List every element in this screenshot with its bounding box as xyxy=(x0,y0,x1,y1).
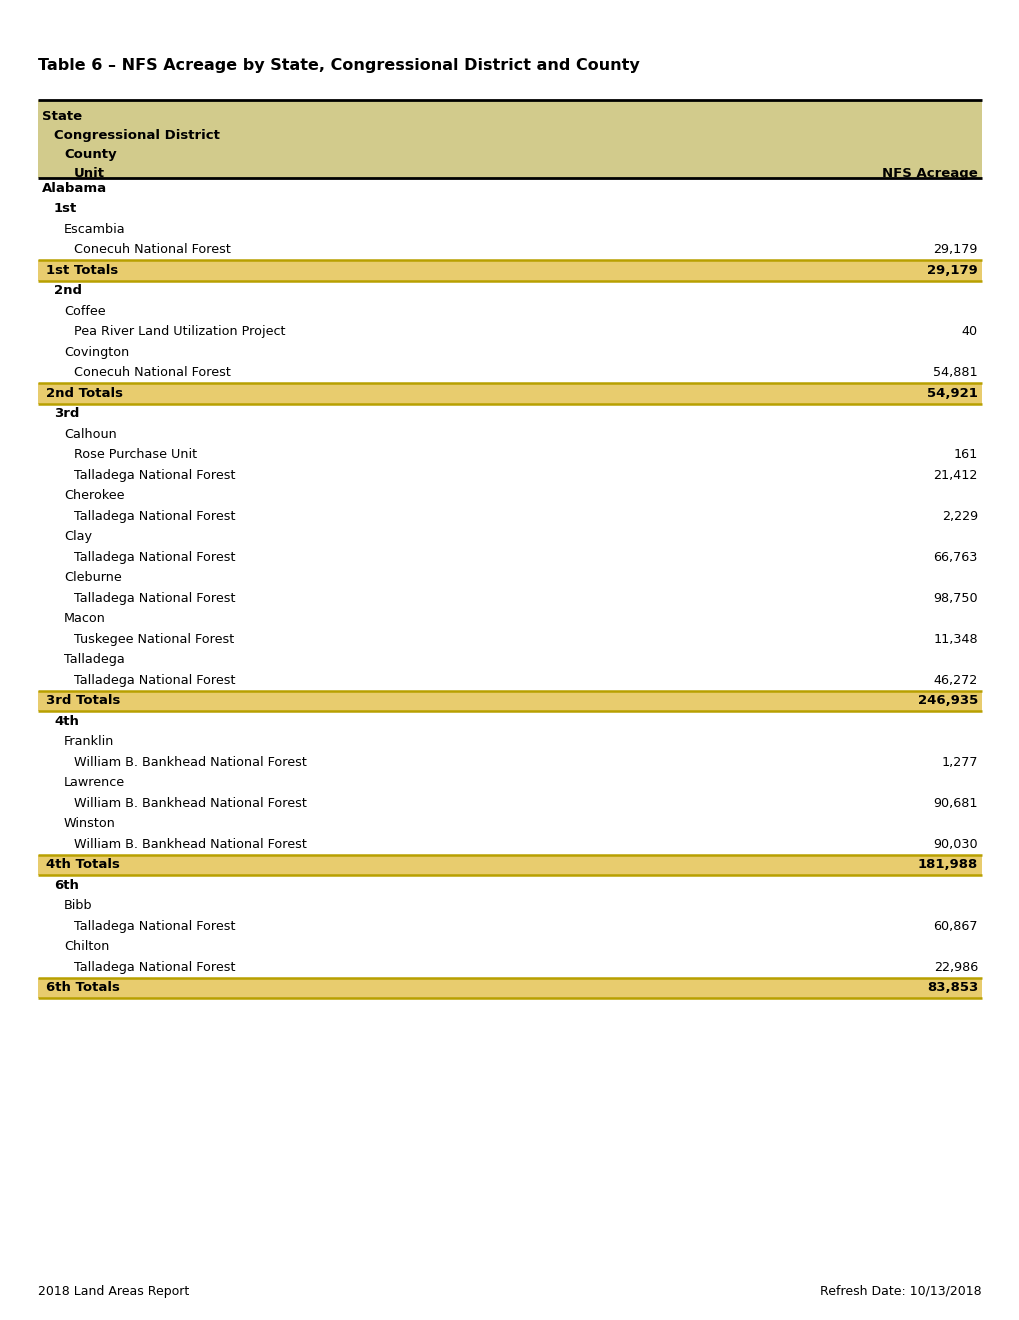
Text: 60,867: 60,867 xyxy=(932,920,977,933)
Text: Winston: Winston xyxy=(64,817,116,830)
Text: 40: 40 xyxy=(961,325,977,338)
Text: 21,412: 21,412 xyxy=(932,469,977,482)
Text: 2nd Totals: 2nd Totals xyxy=(46,387,123,400)
Text: Table 6 – NFS Acreage by State, Congressional District and County: Table 6 – NFS Acreage by State, Congress… xyxy=(38,58,639,73)
Text: 83,853: 83,853 xyxy=(926,981,977,994)
Text: Alabama: Alabama xyxy=(42,182,107,195)
Text: Clay: Clay xyxy=(64,531,92,544)
Text: Escambia: Escambia xyxy=(64,223,125,236)
Text: 6th Totals: 6th Totals xyxy=(46,981,120,994)
Text: Pea River Land Utilization Project: Pea River Land Utilization Project xyxy=(74,325,285,338)
Text: Congressional District: Congressional District xyxy=(54,129,220,143)
Text: Covington: Covington xyxy=(64,346,129,359)
Text: Calhoun: Calhoun xyxy=(64,428,116,441)
Text: Cleburne: Cleburne xyxy=(64,572,121,585)
Text: Conecuh National Forest: Conecuh National Forest xyxy=(74,366,230,379)
Text: State: State xyxy=(42,110,83,123)
Bar xyxy=(38,100,981,178)
Text: Bibb: Bibb xyxy=(64,899,93,912)
Text: 246,935: 246,935 xyxy=(917,694,977,708)
Text: 2,229: 2,229 xyxy=(941,510,977,523)
Text: 1,277: 1,277 xyxy=(941,756,977,768)
Text: 4th Totals: 4th Totals xyxy=(46,858,120,871)
Text: Rose Purchase Unit: Rose Purchase Unit xyxy=(74,449,197,461)
Text: 90,030: 90,030 xyxy=(932,838,977,851)
Text: Talladega National Forest: Talladega National Forest xyxy=(74,920,235,933)
Text: 54,921: 54,921 xyxy=(926,387,977,400)
Text: 54,881: 54,881 xyxy=(932,366,977,379)
Text: 22,986: 22,986 xyxy=(932,961,977,974)
Text: Conecuh National Forest: Conecuh National Forest xyxy=(74,243,230,256)
Text: Talladega National Forest: Talladega National Forest xyxy=(74,591,235,605)
Text: Lawrence: Lawrence xyxy=(64,776,125,789)
Text: 66,763: 66,763 xyxy=(932,550,977,564)
Text: Talladega National Forest: Talladega National Forest xyxy=(74,961,235,974)
Text: 2nd: 2nd xyxy=(54,284,82,297)
Text: Talladega: Talladega xyxy=(64,653,124,667)
Bar xyxy=(38,260,981,281)
Bar xyxy=(38,383,981,404)
Text: County: County xyxy=(64,148,116,161)
Text: 29,179: 29,179 xyxy=(926,264,977,277)
Bar xyxy=(38,854,981,875)
Text: Unit: Unit xyxy=(74,168,105,180)
Text: Talladega National Forest: Talladega National Forest xyxy=(74,469,235,482)
Text: NFS Acreage: NFS Acreage xyxy=(881,168,977,180)
Text: 3rd Totals: 3rd Totals xyxy=(46,694,120,708)
Text: 4th: 4th xyxy=(54,714,78,727)
Text: 161: 161 xyxy=(953,449,977,461)
Text: Talladega National Forest: Talladega National Forest xyxy=(74,510,235,523)
Text: Coffee: Coffee xyxy=(64,305,106,318)
Text: 6th: 6th xyxy=(54,879,78,892)
Text: 98,750: 98,750 xyxy=(932,591,977,605)
Bar xyxy=(38,690,981,711)
Text: Cherokee: Cherokee xyxy=(64,490,124,502)
Text: 2018 Land Areas Report: 2018 Land Areas Report xyxy=(38,1284,190,1298)
Text: 3rd: 3rd xyxy=(54,408,79,420)
Text: 90,681: 90,681 xyxy=(932,797,977,809)
Text: Macon: Macon xyxy=(64,612,106,626)
Text: 181,988: 181,988 xyxy=(917,858,977,871)
Bar xyxy=(38,978,981,998)
Text: Talladega National Forest: Talladega National Forest xyxy=(74,673,235,686)
Text: Refresh Date: 10/13/2018: Refresh Date: 10/13/2018 xyxy=(819,1284,981,1298)
Text: William B. Bankhead National Forest: William B. Bankhead National Forest xyxy=(74,838,307,851)
Text: Franklin: Franklin xyxy=(64,735,114,748)
Text: William B. Bankhead National Forest: William B. Bankhead National Forest xyxy=(74,797,307,809)
Text: 11,348: 11,348 xyxy=(932,632,977,645)
Text: Chilton: Chilton xyxy=(64,940,109,953)
Text: 46,272: 46,272 xyxy=(932,673,977,686)
Text: Talladega National Forest: Talladega National Forest xyxy=(74,550,235,564)
Text: Tuskegee National Forest: Tuskegee National Forest xyxy=(74,632,234,645)
Text: William B. Bankhead National Forest: William B. Bankhead National Forest xyxy=(74,756,307,768)
Text: 1st Totals: 1st Totals xyxy=(46,264,118,277)
Text: 1st: 1st xyxy=(54,202,77,215)
Text: 29,179: 29,179 xyxy=(932,243,977,256)
